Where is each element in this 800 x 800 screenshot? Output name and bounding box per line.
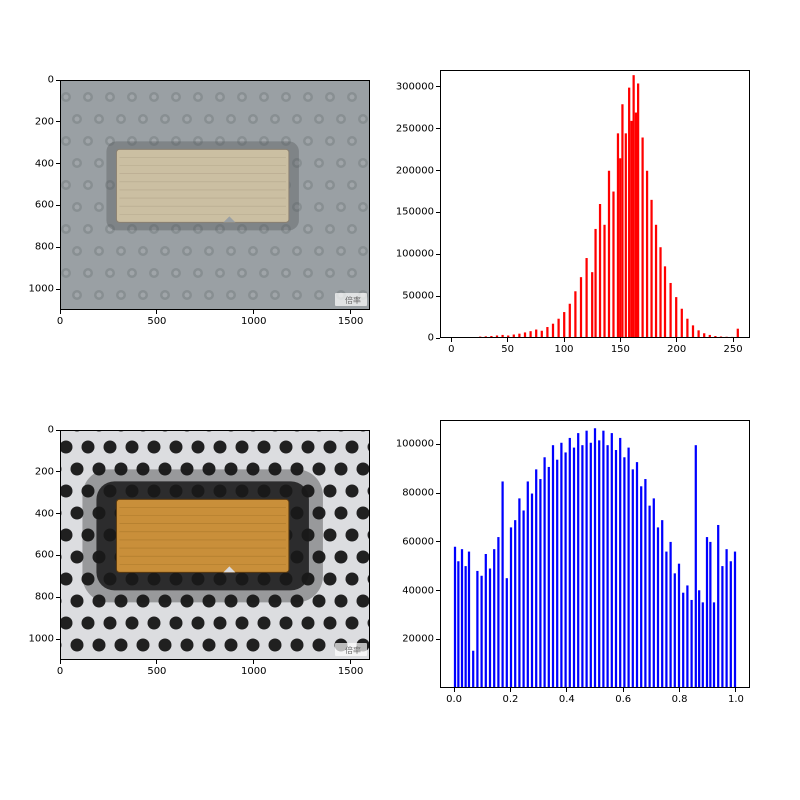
ytick-label: 200000	[396, 165, 434, 176]
image-surface-bottom: 倍率	[61, 431, 369, 659]
ytick-label: 20000	[402, 634, 434, 645]
xtick-label: 1000	[241, 666, 266, 677]
ytick-label: 600	[35, 550, 54, 561]
xtick-label: 1.0	[728, 694, 744, 705]
xtick-label: 200	[667, 344, 686, 355]
ytick-label: 0	[428, 333, 434, 344]
ytick-label: 200	[35, 116, 54, 127]
histogram-surface-bottom	[441, 421, 749, 687]
ytick-label: 50000	[402, 291, 434, 302]
histogram-panel-bottom: 0.00.20.40.60.81.02000040000600008000010…	[440, 420, 750, 688]
axes-frame	[440, 70, 750, 338]
image-panel-top: 倍率 05001000150002004006008001000	[60, 80, 370, 310]
image-panel-bottom: 倍率 05001000150002004006008001000	[60, 430, 370, 660]
xtick-label: 1500	[338, 666, 363, 677]
xtick-label: 1000	[241, 316, 266, 327]
xtick-label: 0	[57, 666, 63, 677]
xtick-label: 0	[57, 316, 63, 327]
ytick-label: 0	[48, 425, 54, 436]
image-surface-top: 倍率	[61, 81, 369, 309]
histogram-surface-top	[441, 71, 749, 337]
ytick-label: 60000	[402, 536, 434, 547]
ytick-label: 800	[35, 592, 54, 603]
xtick-label: 1500	[338, 316, 363, 327]
xtick-label: 0.8	[672, 694, 688, 705]
xtick-label: 500	[147, 316, 166, 327]
xtick-label: 0.6	[615, 694, 631, 705]
xtick-label: 150	[611, 344, 630, 355]
svg-text:倍率: 倍率	[345, 295, 361, 305]
ytick-label: 80000	[402, 488, 434, 499]
xtick-label: 0.0	[446, 694, 462, 705]
xtick-label: 500	[147, 666, 166, 677]
ytick-label: 1000	[29, 284, 54, 295]
ytick-label: 400	[35, 508, 54, 519]
xtick-label: 0.2	[503, 694, 519, 705]
ytick-label: 250000	[396, 123, 434, 134]
ytick-label: 100000	[396, 249, 434, 260]
ytick-label: 40000	[402, 585, 434, 596]
ytick-label: 600	[35, 200, 54, 211]
ytick-label: 800	[35, 242, 54, 253]
figure: 倍率 05001000150002004006008001000 0501001…	[0, 0, 800, 800]
axes-frame	[440, 420, 750, 688]
xtick-label: 100	[554, 344, 573, 355]
ytick-label: 150000	[396, 207, 434, 218]
ytick-label: 100000	[396, 439, 434, 450]
ytick-label: 400	[35, 158, 54, 169]
ytick-label: 0	[48, 75, 54, 86]
ytick-label: 200	[35, 466, 54, 477]
axes-frame: 倍率	[60, 80, 370, 310]
ytick-label: 300000	[396, 81, 434, 92]
ytick-label: 1000	[29, 634, 54, 645]
xtick-label: 50	[501, 344, 514, 355]
xtick-label: 250	[724, 344, 743, 355]
xtick-label: 0.4	[559, 694, 575, 705]
xtick-label: 0	[448, 344, 454, 355]
axes-frame: 倍率	[60, 430, 370, 660]
svg-text:倍率: 倍率	[345, 645, 361, 655]
histogram-panel-top: 0501001502002500500001000001500002000002…	[440, 70, 750, 338]
